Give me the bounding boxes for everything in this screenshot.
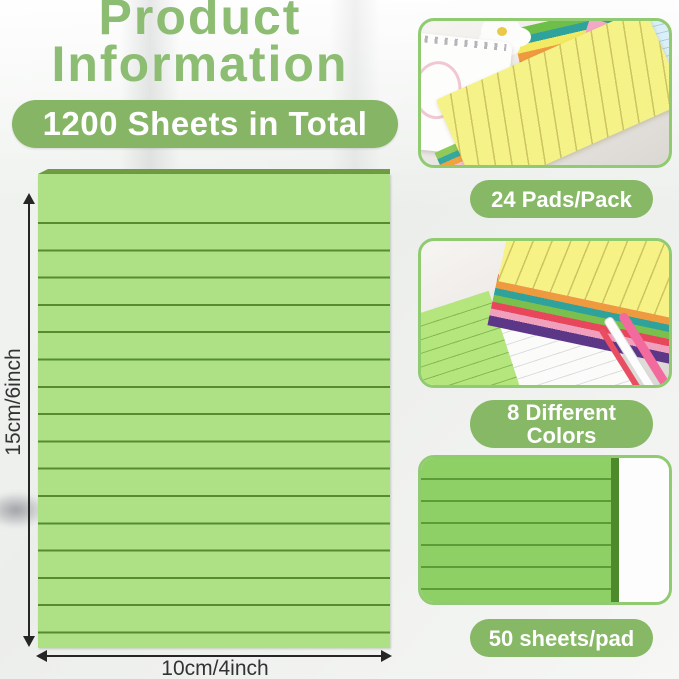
width-dimension-label: 10cm/4inch: [161, 657, 269, 679]
width-dimension-line: [44, 655, 384, 657]
pads-per-pack-label: 24 Pads/Pack: [491, 186, 632, 212]
photo-pads-pack: [418, 18, 672, 168]
total-sheets-badge: 1200 Sheets in Total: [12, 100, 398, 148]
daisy-center: [497, 27, 507, 36]
green-notepad-illustration: [38, 174, 390, 648]
pads-per-pack-badge: 24 Pads/Pack: [470, 180, 653, 218]
title-line-2: Information: [51, 36, 349, 92]
notepad-ruled-lines: [38, 222, 390, 648]
photo-color-assortment: [418, 238, 672, 388]
different-colors-label: 8 Different Colors: [507, 400, 616, 448]
title-line-1: Product: [98, 0, 302, 45]
different-colors-badge: 8 Different Colors: [470, 400, 653, 448]
height-dimension-line: [28, 200, 30, 640]
white-surface: [619, 458, 669, 602]
page-title: Product Information: [0, 0, 400, 92]
arrowhead-left-icon: [36, 650, 47, 662]
arrowhead-up-icon: [23, 193, 35, 204]
sheets-per-pad-label: 50 sheets/pad: [488, 625, 635, 651]
pad-dark-edge: [611, 458, 619, 602]
height-dimension-label: 15cm/6inch: [2, 348, 25, 456]
photo-sheets-closeup: [418, 455, 672, 605]
green-pad-sheet-edges: [421, 458, 611, 602]
arrowhead-down-icon: [23, 636, 35, 647]
total-sheets-label: 1200 Sheets in Total: [42, 105, 368, 142]
notepad-top-edge: [38, 169, 390, 174]
arrowhead-right-icon: [381, 650, 392, 662]
sheets-per-pad-badge: 50 sheets/pad: [470, 619, 653, 657]
